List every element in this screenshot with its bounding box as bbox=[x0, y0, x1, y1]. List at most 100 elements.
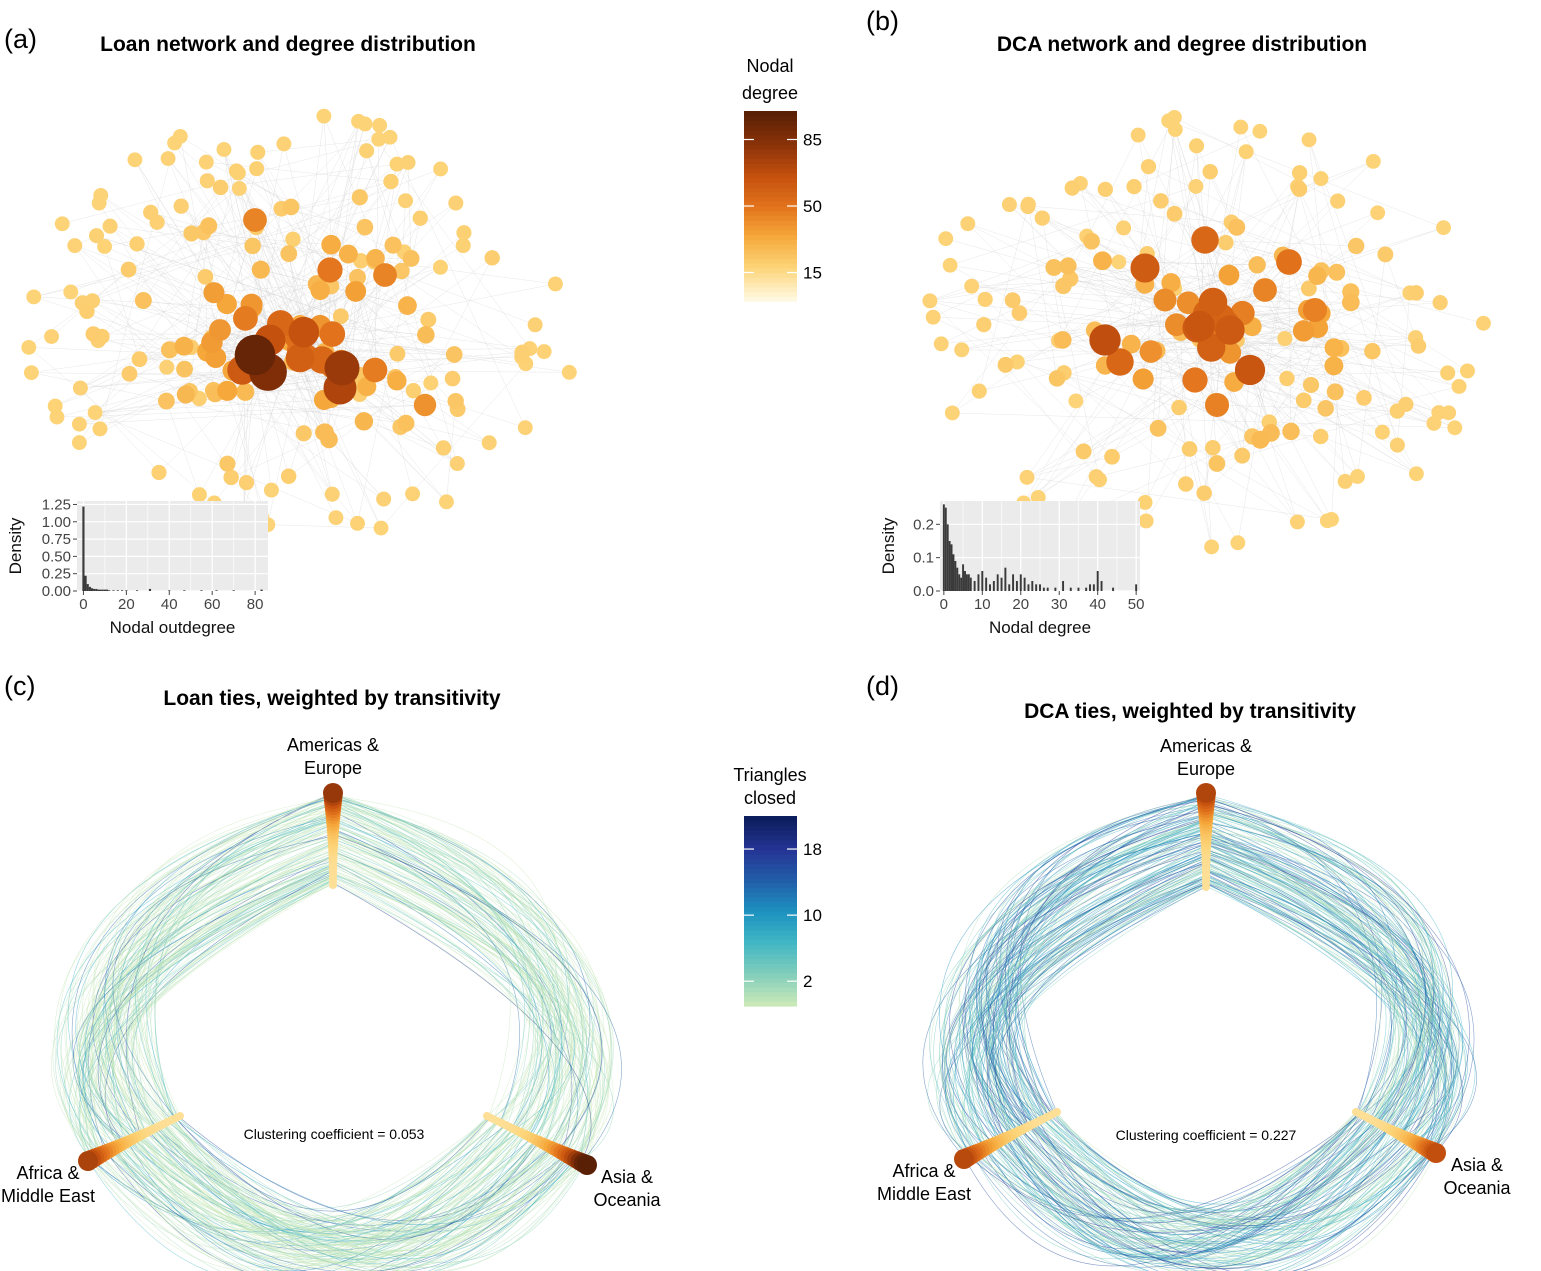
loan-net-node bbox=[121, 365, 138, 382]
loan-net-edge bbox=[389, 137, 526, 428]
loan-hive-tie bbox=[60, 817, 334, 1156]
dca-hist-bar bbox=[996, 574, 999, 591]
loan-net-node bbox=[238, 475, 255, 491]
dca-hive-tie bbox=[1013, 1117, 1368, 1220]
loan-hive-tie bbox=[332, 798, 559, 1131]
loan-net-node bbox=[71, 416, 87, 432]
panel-c-title: Loan ties, weighted by transitivity bbox=[163, 687, 501, 710]
loan-hive-tie bbox=[332, 852, 565, 1132]
degree-legend-swatch bbox=[744, 177, 797, 183]
dca-hive-tie bbox=[1205, 797, 1397, 1117]
dca-net-edge bbox=[1308, 309, 1455, 428]
loan-hive-tie bbox=[79, 877, 334, 1138]
loan-net-edge bbox=[220, 187, 253, 247]
dca-net-edge bbox=[1331, 348, 1342, 520]
c-region-africa-line1: Africa & bbox=[16, 1163, 79, 1183]
dca-net-node bbox=[925, 309, 941, 325]
loan-net-node bbox=[26, 289, 42, 305]
loan-hive-tie bbox=[96, 1116, 490, 1230]
dca-hive-tie bbox=[1205, 804, 1405, 1125]
dca-net-node bbox=[1111, 254, 1127, 270]
loan-net-node bbox=[92, 421, 108, 437]
loan-net-node bbox=[397, 414, 415, 432]
loan-net-edge bbox=[56, 404, 426, 418]
dca-hist-bar bbox=[965, 574, 968, 591]
dca-net-edge bbox=[1225, 242, 1283, 256]
loan-net-node bbox=[285, 231, 301, 247]
loan-net-edge bbox=[99, 142, 175, 429]
d-region-americas-line2: Europe bbox=[1177, 759, 1235, 779]
dca-hive-tie bbox=[992, 1139, 1412, 1271]
dca-hive-tie bbox=[1205, 866, 1432, 1114]
loan-net-node bbox=[432, 259, 448, 275]
dca-hist-y-tick-label: 0.1 bbox=[913, 550, 934, 567]
dca-hive-tie bbox=[1205, 873, 1463, 1153]
dca-hive-tie bbox=[976, 1145, 1422, 1246]
dca-net-node bbox=[977, 291, 993, 307]
loan-hive-tie bbox=[154, 801, 334, 1119]
dca-net-edge bbox=[952, 239, 1206, 414]
loan-hive-tie bbox=[332, 805, 534, 1129]
dca-net-node bbox=[1088, 469, 1104, 485]
loan-net-node bbox=[338, 244, 358, 264]
triangles-legend-swatch bbox=[744, 877, 797, 884]
loan-net-node bbox=[433, 161, 449, 177]
dca-hive-tie bbox=[973, 832, 1207, 1124]
loan-hive-tie bbox=[332, 857, 584, 1141]
dca-net-node bbox=[1188, 178, 1204, 194]
loan-net-node bbox=[219, 455, 236, 472]
degree-legend-swatch bbox=[744, 158, 797, 164]
triangles-legend-swatch bbox=[744, 858, 797, 865]
loan-hive-tie bbox=[332, 856, 561, 1119]
loan-hist-bar bbox=[93, 588, 96, 591]
dca-net-edge bbox=[933, 316, 1159, 429]
loan-net-node bbox=[362, 357, 388, 383]
degree-legend-tick-label: 50 bbox=[803, 197, 822, 216]
dca-net-edge bbox=[1156, 350, 1298, 523]
loan-net-node bbox=[359, 143, 375, 159]
dca-hive-tie bbox=[1047, 1116, 1390, 1211]
loan-net-node bbox=[354, 412, 374, 431]
loan-net-node bbox=[223, 469, 239, 486]
loan-hive-tie bbox=[332, 805, 511, 1117]
loan-hive-tie bbox=[119, 1135, 527, 1266]
loan-net-node bbox=[212, 179, 229, 196]
dca-net-edge bbox=[1174, 151, 1247, 289]
dca-hist-bar bbox=[942, 504, 945, 591]
loan-hive-tie bbox=[151, 1121, 499, 1257]
loan-hive-tie bbox=[78, 872, 334, 1144]
dca-hive-tie bbox=[1205, 821, 1444, 1127]
loan-hist-bar bbox=[84, 575, 87, 591]
dca-net-node bbox=[1171, 399, 1187, 416]
loan-hive-tie bbox=[136, 813, 334, 1129]
d-region-asia-line2: Oceania bbox=[1443, 1178, 1511, 1198]
triangles-legend-swatch bbox=[744, 839, 797, 846]
dca-net-edge bbox=[1119, 120, 1169, 363]
loan-hive-tie bbox=[145, 862, 334, 1118]
dca-net-edge bbox=[1157, 299, 1166, 429]
degree-legend-swatch bbox=[744, 253, 797, 259]
loan-net-node bbox=[384, 236, 402, 254]
dca-net-node bbox=[1324, 338, 1344, 358]
dca-hive-tie bbox=[986, 818, 1207, 1133]
loan-hive-tie bbox=[332, 874, 556, 1139]
triangles-legend-swatch bbox=[744, 882, 797, 888]
dca-hive-tie bbox=[1008, 1118, 1369, 1213]
loan-hive-tie bbox=[142, 808, 334, 1120]
dca-net-node bbox=[1064, 180, 1080, 196]
dca-net-edge bbox=[1174, 117, 1338, 202]
dca-net-edge bbox=[1065, 325, 1200, 523]
dca-hive-tie bbox=[1014, 1112, 1358, 1225]
dca-net-edge bbox=[1288, 261, 1358, 477]
dca-net-edge bbox=[1070, 278, 1321, 437]
dca-net-node bbox=[942, 257, 958, 273]
loan-hive-tie bbox=[332, 851, 552, 1130]
loan-net-node bbox=[131, 351, 148, 368]
loan-net-edge bbox=[62, 137, 391, 224]
loan-net-node bbox=[417, 326, 435, 344]
dca-hive-tie bbox=[1050, 1114, 1405, 1218]
dca-net-edge bbox=[1160, 200, 1417, 294]
degree-legend-swatch bbox=[744, 210, 797, 217]
loan-hist-bar bbox=[105, 589, 109, 591]
dca-net-node bbox=[1130, 127, 1146, 143]
